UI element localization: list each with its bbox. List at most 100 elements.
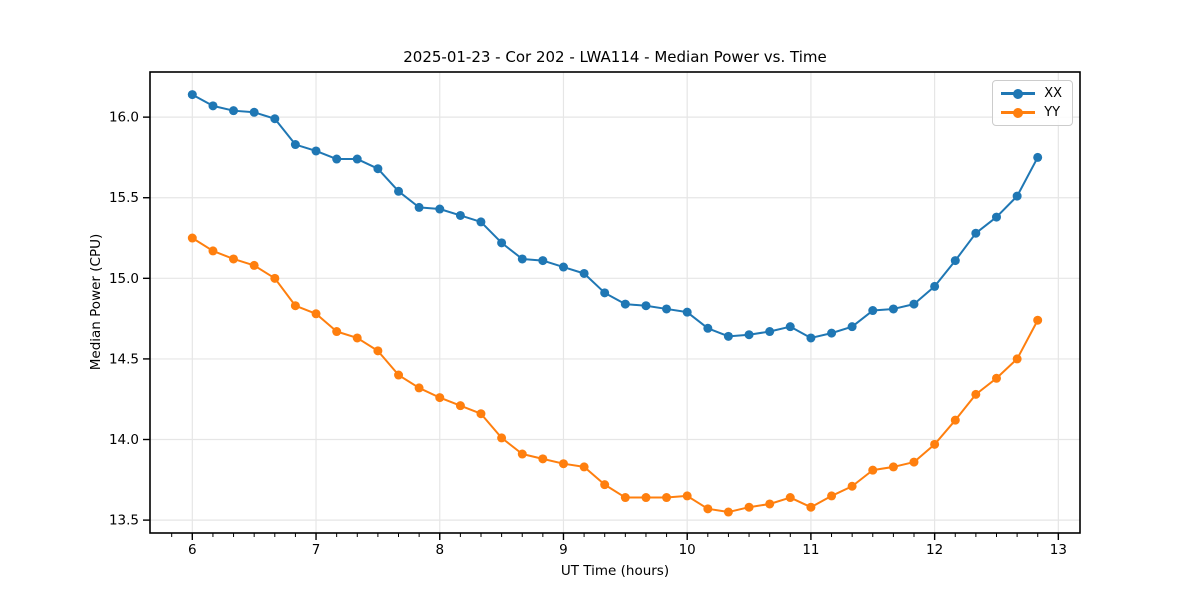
series-YY-point: [1012, 354, 1022, 364]
series-YY-point: [909, 457, 919, 467]
legend-label-yy: YY: [1044, 105, 1061, 120]
series-XX-point: [991, 212, 1001, 222]
series-XX-point: [187, 90, 197, 100]
series-YY-point: [435, 393, 445, 403]
legend: XX YY: [992, 80, 1073, 126]
series-YY-point: [723, 507, 733, 517]
series-YY-point: [641, 493, 651, 503]
series-XX-point: [476, 217, 486, 227]
series-YY-point: [352, 333, 362, 343]
series-XX-point: [332, 154, 342, 164]
series-YY-point: [868, 465, 878, 475]
series-XX-point: [847, 322, 857, 332]
series-YY-point: [394, 370, 404, 380]
series-XX-point: [682, 307, 692, 317]
series-XX-point: [1033, 152, 1043, 162]
series-XX-point: [352, 154, 362, 164]
x-tick-label: 13: [1050, 542, 1067, 558]
series-YY-point: [682, 491, 692, 501]
y-tick-label: 15.0: [109, 271, 139, 287]
series-YY-point: [290, 301, 300, 311]
series-XX-point: [373, 164, 383, 174]
series-YY-point: [930, 439, 940, 449]
series-XX-point: [435, 204, 445, 214]
series-XX-point: [930, 281, 940, 291]
x-axis-label: UT Time (hours): [560, 563, 670, 579]
legend-sample-xx-icon: [1001, 88, 1036, 99]
series-YY-point: [332, 327, 342, 337]
series-XX-point: [723, 331, 733, 341]
series-XX-point: [208, 101, 218, 111]
series-YY-point: [270, 273, 280, 283]
series-XX-point: [497, 238, 507, 248]
series-XX-point: [579, 268, 589, 278]
series-YY-point: [847, 481, 857, 491]
x-tick-label: 11: [802, 542, 819, 558]
x-tick-label: 6: [188, 542, 197, 558]
series-XX-point: [394, 186, 404, 196]
series-XX-point: [785, 322, 795, 332]
series-XX-point: [558, 262, 568, 272]
series-YY-point: [373, 346, 383, 356]
series-YY-point: [538, 454, 548, 464]
y-tick-label: 13.5: [109, 513, 139, 529]
series-YY-point: [476, 409, 486, 419]
series-XX-point: [517, 254, 527, 264]
series-YY-point: [703, 504, 713, 514]
series-XX-point: [971, 228, 981, 238]
series-YY-point: [187, 233, 197, 243]
series-XX-point: [414, 202, 424, 212]
series-YY-point: [311, 309, 321, 319]
y-tick-label: 14.0: [109, 432, 139, 448]
series-YY-point: [497, 433, 507, 443]
x-tick-label: 8: [435, 542, 444, 558]
series-XX-point: [249, 107, 259, 117]
series-XX-point: [600, 288, 610, 298]
series-YY-point: [765, 499, 775, 509]
y-tick-label: 15.5: [109, 190, 139, 206]
series-XX-point: [1012, 191, 1022, 201]
series-YY-point: [1033, 315, 1043, 325]
series-YY-point: [558, 459, 568, 469]
series-YY-line: [191, 237, 1039, 514]
series-YY-point: [888, 462, 898, 472]
series-YY-point: [517, 449, 527, 459]
x-tick-label: 9: [559, 542, 568, 558]
series-YY-point: [414, 383, 424, 393]
series-XX-point: [744, 330, 754, 340]
series-YY-point: [208, 246, 218, 256]
series-YY-point: [229, 254, 239, 264]
x-tick-label: 10: [679, 542, 696, 558]
series-XX-point: [806, 333, 816, 343]
legend-label-xx: XX: [1044, 86, 1062, 101]
series-YY-point: [600, 480, 610, 490]
series-YY-point: [950, 415, 960, 425]
series-YY-point: [579, 462, 589, 472]
series-XX-point: [538, 256, 548, 266]
series-XX-point: [641, 301, 651, 311]
legend-item-xx: XX: [1001, 86, 1062, 101]
series-YY-point: [827, 491, 837, 501]
plot-border: [149, 71, 1081, 534]
series-YY-point: [744, 502, 754, 512]
series-YY-point: [249, 260, 259, 270]
chart-title: 2025-01-23 - Cor 202 - LWA114 - Median P…: [403, 48, 827, 66]
series-XX-point: [620, 299, 630, 309]
series-XX-point: [229, 106, 239, 116]
legend-item-yy: YY: [1001, 105, 1062, 120]
series-XX-point: [270, 114, 280, 124]
series-YY-point: [806, 502, 816, 512]
series-YY-point: [785, 493, 795, 503]
series-YY-point: [455, 401, 465, 411]
series-YY-point: [971, 389, 981, 399]
y-tick-label: 16.0: [109, 110, 139, 126]
series-XX-point: [765, 327, 775, 337]
series-XX-point: [909, 299, 919, 309]
series-XX-point: [888, 304, 898, 314]
x-tick-label: 7: [312, 542, 321, 558]
x-tick-label: 12: [926, 542, 943, 558]
series-YY-point: [662, 493, 672, 503]
legend-sample-yy-icon: [1001, 107, 1036, 118]
